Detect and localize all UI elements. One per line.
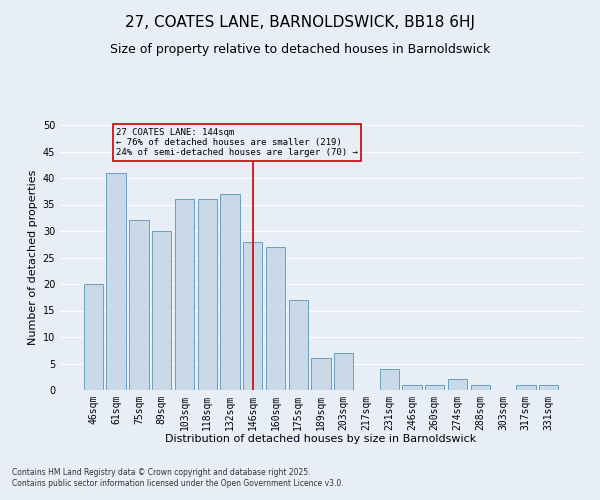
Bar (311, 358, 331, 390)
Bar (289, 300, 308, 390)
Bar (470, 384, 490, 390)
Text: Contains HM Land Registry data © Crown copyright and database right 2025.
Contai: Contains HM Land Registry data © Crown c… (12, 468, 344, 487)
Bar (266, 247, 285, 390)
Bar (106, 172, 126, 390)
Bar (516, 384, 536, 390)
Text: Size of property relative to detached houses in Barnoldswick: Size of property relative to detached ho… (110, 42, 490, 56)
Bar (425, 384, 445, 390)
Bar (403, 384, 422, 390)
Y-axis label: Number of detached properties: Number of detached properties (28, 170, 38, 345)
Bar (129, 220, 149, 390)
Bar (84, 284, 103, 390)
Bar (175, 199, 194, 390)
Bar (243, 242, 262, 390)
Bar (220, 194, 239, 390)
Bar (539, 384, 558, 390)
Bar (380, 369, 399, 390)
Bar (197, 199, 217, 390)
Bar (448, 380, 467, 390)
Bar (334, 353, 353, 390)
Bar (152, 231, 172, 390)
Text: 27 COATES LANE: 144sqm
← 76% of detached houses are smaller (219)
24% of semi-de: 27 COATES LANE: 144sqm ← 76% of detached… (116, 128, 358, 158)
Text: 27, COATES LANE, BARNOLDSWICK, BB18 6HJ: 27, COATES LANE, BARNOLDSWICK, BB18 6HJ (125, 15, 475, 30)
X-axis label: Distribution of detached houses by size in Barnoldswick: Distribution of detached houses by size … (166, 434, 476, 444)
